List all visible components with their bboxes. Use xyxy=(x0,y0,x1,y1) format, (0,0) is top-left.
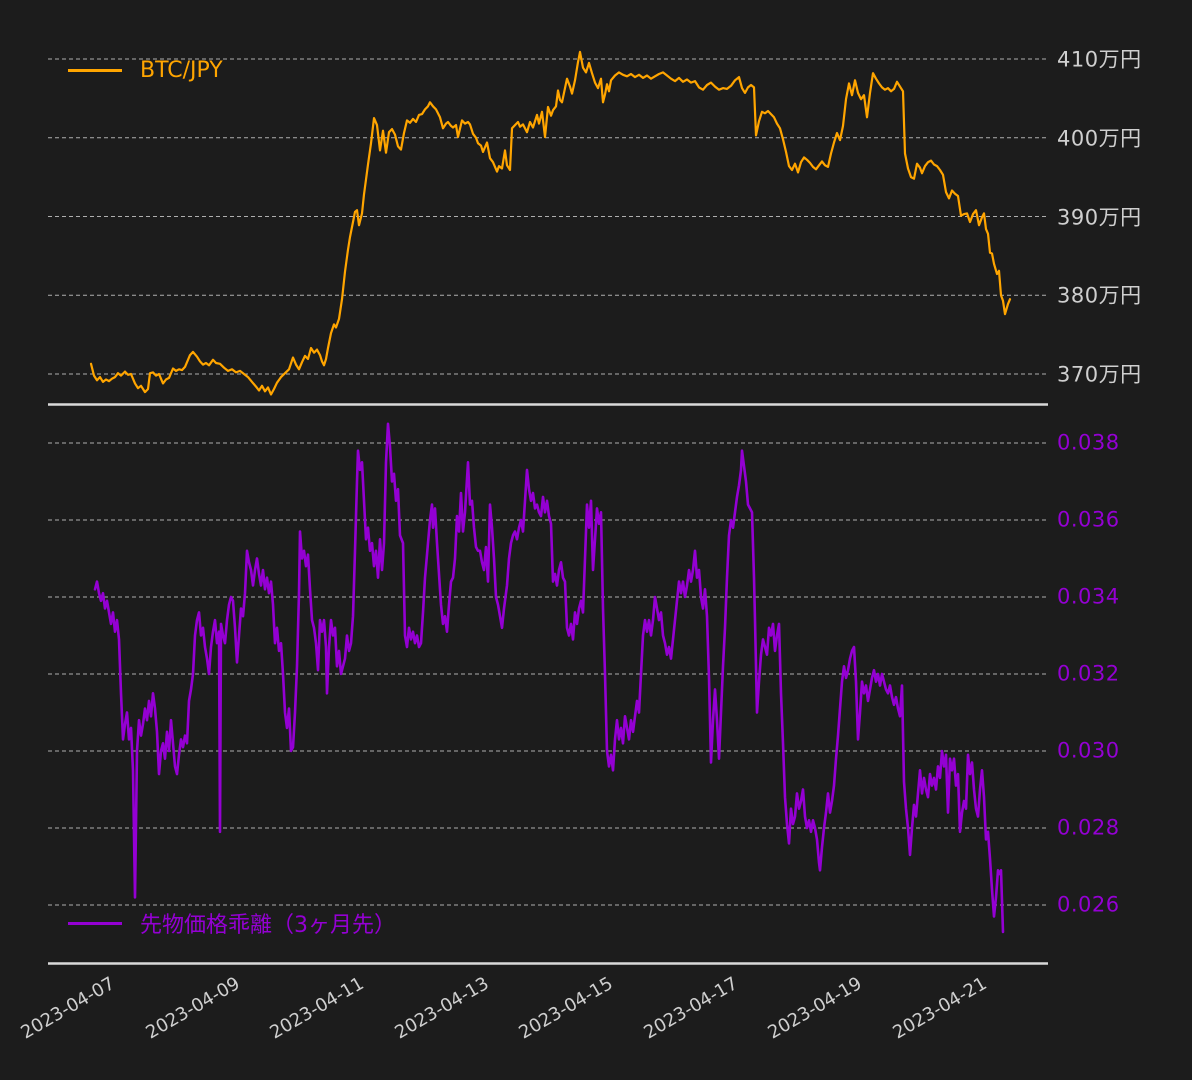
top-y-tick-label: 370万円 xyxy=(1057,362,1142,387)
top-y-tick-label: 400万円 xyxy=(1057,126,1142,151)
futures-deviation-legend-label: 先物価格乖離（3ヶ月先） xyxy=(140,913,396,938)
futures-deviation-line xyxy=(93,422,1005,934)
top-y-tick-label: 380万円 xyxy=(1057,283,1142,308)
btc-jpy-legend-line-icon xyxy=(68,68,122,72)
bottom-y-tick-label: 0.034 xyxy=(1057,584,1120,609)
legend-futures-deviation: 先物価格乖離（3ヶ月先） xyxy=(68,910,396,938)
futures-deviation-legend-line-icon xyxy=(68,921,122,925)
btc-jpy-line xyxy=(89,50,1012,396)
bottom-y-tick-label: 0.030 xyxy=(1057,738,1120,763)
bottom-y-tick-label: 0.036 xyxy=(1057,507,1120,532)
bottom-y-tick-label: 0.028 xyxy=(1057,815,1120,840)
bottom-y-tick-label: 0.038 xyxy=(1057,430,1120,455)
top-y-tick-label: 410万円 xyxy=(1057,47,1142,72)
bottom-y-tick-label: 0.032 xyxy=(1057,661,1120,686)
legend-btc-jpy: BTC/JPY xyxy=(68,57,223,83)
bottom-y-tick-label: 0.026 xyxy=(1057,892,1120,917)
btc-jpy-legend-label: BTC/JPY xyxy=(140,57,223,83)
top-y-tick-label: 390万円 xyxy=(1057,204,1142,229)
